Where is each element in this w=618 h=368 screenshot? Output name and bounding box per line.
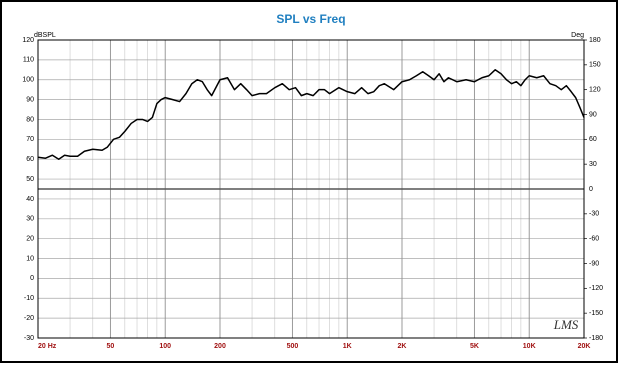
y-tick-label: 0 <box>30 275 34 282</box>
y-tick-label: 100 <box>22 77 34 84</box>
x-tick-label: 100 <box>159 343 171 350</box>
y-tick-label: -10 <box>24 295 34 302</box>
y-tick-label: 50 <box>26 176 34 183</box>
y2-tick-label: -180 <box>589 335 603 342</box>
y2-tick-label: 0 <box>589 186 593 193</box>
x-tick-label: 500 <box>287 343 299 350</box>
x-tick-label: 2K <box>398 343 407 350</box>
y-tick-label: 20 <box>26 236 34 243</box>
y-tick-label: 120 <box>22 37 34 44</box>
y2-tick-label: -120 <box>589 285 603 292</box>
logo: LMS <box>553 317 579 332</box>
x-tick-label: 10K <box>523 343 536 350</box>
y2-tick-label: 30 <box>589 161 597 168</box>
y2-tick-label: 150 <box>589 62 601 69</box>
y-tick-label: 10 <box>26 255 34 262</box>
y2-axis-label: Deg <box>571 32 584 39</box>
x-tick-label: 200 <box>214 343 226 350</box>
y-tick-label: 40 <box>26 196 34 203</box>
y-tick-label: 80 <box>26 116 34 123</box>
y2-tick-label: -60 <box>589 236 599 243</box>
y-tick-label: -30 <box>24 335 34 342</box>
y-tick-label: -20 <box>24 315 34 322</box>
y2-tick-label: 180 <box>589 37 601 44</box>
y-tick-label: 90 <box>26 96 34 103</box>
y2-tick-label: 120 <box>589 87 601 94</box>
plot-area <box>37 39 585 339</box>
y2-tick-label: -30 <box>589 211 599 218</box>
y2-tick-label: 60 <box>589 136 597 143</box>
spl-line <box>37 69 585 160</box>
x-tick-label: 20 Hz <box>38 343 57 350</box>
x-tick-label: 20K <box>578 343 591 350</box>
y2-tick-label: -150 <box>589 310 603 317</box>
y-tick-label: 60 <box>26 156 34 163</box>
y-axis-label: dBSPL <box>34 32 56 39</box>
y-tick-label: 70 <box>26 136 34 143</box>
y2-tick-label: -90 <box>589 260 599 267</box>
x-tick-label: 1K <box>343 343 352 350</box>
y-tick-label: 110 <box>23 57 34 64</box>
y-tick-label: 30 <box>26 216 34 223</box>
chart-title: SPL vs Freq <box>276 12 345 26</box>
x-tick-label: 5K <box>470 343 479 350</box>
y2-tick-label: 90 <box>589 111 597 118</box>
x-tick-label: 50 <box>107 343 115 350</box>
